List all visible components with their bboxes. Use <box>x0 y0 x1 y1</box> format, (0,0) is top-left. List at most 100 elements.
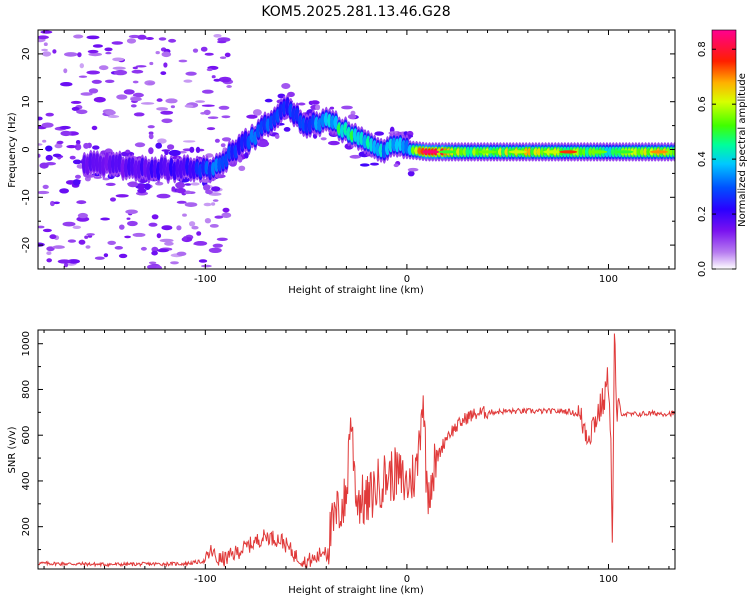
spectrogram-noise-blob <box>93 96 106 103</box>
spectrogram-noise-blob <box>78 75 88 78</box>
spectrogram-noise-blob <box>85 245 91 249</box>
spectrogram-noise-blob <box>359 163 370 167</box>
spectrogram-noise-blob <box>208 247 222 253</box>
spectrogram-noise-blob <box>42 228 52 233</box>
spectrogram-noise-blob <box>252 109 262 116</box>
spectrogram-noise-blob <box>178 59 188 63</box>
snr-series-line <box>38 333 675 568</box>
spectrogram-noise-blob <box>63 262 69 268</box>
spectrogram-noise-blob <box>203 184 211 191</box>
spectrogram-noise-blob <box>113 69 128 76</box>
spectrogram-noise-blob <box>184 202 198 208</box>
spectrogram-noise-blob <box>52 49 57 54</box>
spectrogram-noise-blob <box>218 105 230 110</box>
spectrogram-noise-blob <box>328 140 340 146</box>
spectrogram-noise-blob <box>158 37 167 41</box>
spectrogram-noise-blob <box>45 145 53 152</box>
spectrogram-noise-blob <box>52 153 62 158</box>
spectrogram-noise-blob <box>341 105 353 110</box>
spectrogram-noise-blob <box>83 142 90 149</box>
spectrogram-noise-blob <box>170 105 175 109</box>
spectrogram-noise-blob <box>207 116 219 119</box>
spectrogram-noise-blob <box>315 104 321 111</box>
spectrogram-noise-blob <box>78 239 86 245</box>
spectrogram-noise-blob <box>164 241 174 246</box>
spectrogram-noise-blob <box>56 140 64 145</box>
spectrogram-noise-blob <box>176 251 187 256</box>
spectrogram-noise-blob <box>201 104 215 107</box>
spectrogram-noise-blob <box>193 241 208 246</box>
spectrogram-noise-blob <box>125 149 131 154</box>
spectrogram-noise-blob <box>203 202 212 207</box>
spectrogram-noise-blob <box>134 142 146 148</box>
spectrogram-noise-blob <box>170 261 179 265</box>
spectrogram-noise-blob <box>105 110 116 116</box>
spectrogram-noise-blob <box>72 179 81 186</box>
spectrogram-noise-blob <box>65 180 76 185</box>
spectrogram-noise-blob <box>221 115 231 119</box>
spectrogram-noise-blob <box>168 149 181 157</box>
spectrogram-noise-blob <box>214 215 224 219</box>
colorbar-tick-label: 0.8 <box>697 41 708 57</box>
spectrogram-noise-blob <box>140 246 147 251</box>
snr-x-tick-label: -100 <box>194 574 217 585</box>
figure-title: KOM5.2025.281.13.46.G28 <box>261 4 450 20</box>
spectrogram-noise-blob <box>221 212 232 218</box>
spectrogram-noise-blob <box>148 222 158 227</box>
spectrogram-noise-blob <box>182 213 187 217</box>
spectrogram-noise-blob <box>72 159 82 165</box>
spectrogram-noise-blob <box>79 63 85 69</box>
spectrogram-noise-blob <box>144 183 151 191</box>
spectrogram-noise-blob <box>201 264 212 268</box>
spectrogram-noise-blob <box>120 151 135 157</box>
spectrogram-noise-blob <box>91 125 98 131</box>
spectrogram-noise-blob <box>216 237 228 241</box>
spectrogram-noise-blob <box>161 118 173 124</box>
spectrogram-noise-blob <box>407 167 419 172</box>
spectrogram-noise-blob <box>212 199 219 202</box>
spectrogram-noise-blob <box>93 176 102 179</box>
spectrogram-noise-blob <box>50 200 55 207</box>
spectrogram-noise-blob <box>147 82 155 85</box>
spectrogram-noise-blob <box>54 143 63 149</box>
spectrogram-hot-cell <box>559 150 578 154</box>
spectrogram-noise-blob <box>184 104 194 108</box>
spectrogram-noise-blob <box>185 71 197 76</box>
spectrogram-noise-blob <box>71 106 80 111</box>
snr-y-tick-label: 200 <box>21 517 32 536</box>
colorbar-ticks: 0.0 0.2 0.4 0.6 0.8 <box>697 41 736 277</box>
spectrogram-noise-blob <box>45 112 54 117</box>
spectrogram-noise-blob <box>94 256 105 260</box>
spectrogram-noise-blob <box>160 71 167 75</box>
spectrogram-noise-blob <box>155 181 164 186</box>
spectrogram-noise-blob <box>211 186 221 192</box>
colorbar-tick-label: 0.0 <box>697 261 708 277</box>
spectrogram-noise-blob <box>64 52 78 57</box>
spectrogram-noise-blob <box>100 217 110 221</box>
spectrogram-noise-blob <box>246 114 258 119</box>
spectrogram-noise-blob <box>43 42 48 46</box>
spectrogram-noise-blob <box>86 70 100 75</box>
spectrogram-noise-blob <box>176 200 187 204</box>
spectrogram-noise-blob <box>116 94 128 100</box>
snr-panel: -100 0 100 200 400 600 800 1000 Height of strai… <box>7 329 676 596</box>
spectrogram-noise-blob <box>115 194 129 198</box>
spectrogram-noise-blob <box>195 100 206 103</box>
spectrogram-noise-blob <box>195 146 201 153</box>
spectrogram-marks <box>38 30 675 269</box>
spectrogram-noise-blob <box>49 234 57 240</box>
spectrogram-noise-blob <box>204 52 214 56</box>
spectrogram-noise-blob <box>38 190 50 195</box>
spectrogram-noise-blob <box>112 66 126 70</box>
snr-marks <box>38 333 675 568</box>
spectrogram-noise-blob <box>76 216 90 222</box>
spectrogram-noise-blob <box>72 225 82 229</box>
spectrogram-noise-blob <box>192 48 199 53</box>
spectrogram-noise-blob <box>60 130 72 137</box>
spectrogram-noise-blob <box>126 220 138 227</box>
spectrogram-noise-blob <box>126 217 131 220</box>
snr-x-tick-label: 0 <box>404 574 410 585</box>
spectrogram-noise-blob <box>347 114 357 120</box>
spectrogram-noise-blob <box>176 187 186 194</box>
spectrogram-noise-blob <box>281 83 291 89</box>
